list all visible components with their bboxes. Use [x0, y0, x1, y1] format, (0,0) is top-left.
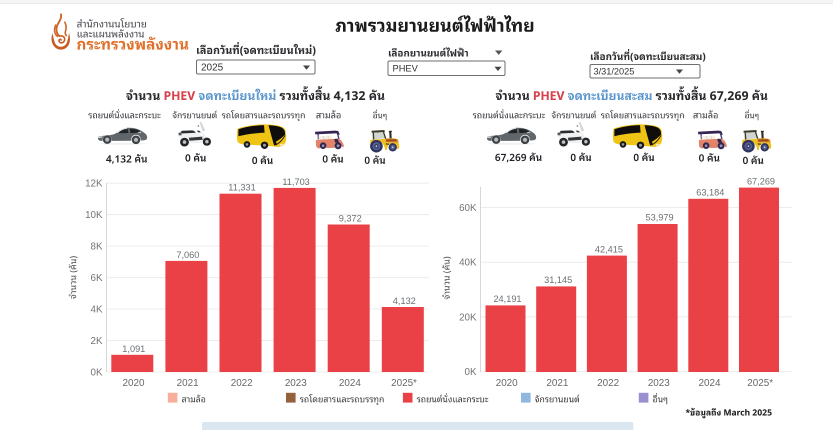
svg-text:4K: 4K [91, 305, 103, 316]
svg-text:11,703: 11,703 [282, 177, 309, 187]
svg-text:3/31/2025: 3/31/2025 [594, 67, 635, 77]
svg-text:2021: 2021 [546, 378, 568, 389]
svg-text:63,184: 63,184 [696, 188, 724, 198]
svg-text:PHEV: PHEV [393, 64, 419, 74]
svg-text:1,091: 1,091 [122, 344, 145, 354]
svg-text:20K: 20K [459, 312, 477, 323]
svg-text:2021: 2021 [177, 378, 199, 389]
svg-text:2020: 2020 [496, 378, 518, 389]
svg-text:11,331: 11,331 [228, 183, 255, 193]
svg-text:53,979: 53,979 [646, 213, 674, 223]
svg-text:42,415: 42,415 [595, 244, 623, 254]
svg-text:2024: 2024 [339, 378, 361, 389]
svg-text:10K: 10K [85, 210, 103, 221]
svg-text:2K: 2K [91, 336, 103, 347]
svg-text:2022: 2022 [597, 378, 619, 389]
svg-text:40K: 40K [459, 258, 477, 269]
svg-text:31,145: 31,145 [544, 275, 572, 285]
svg-text:12K: 12K [85, 179, 103, 190]
svg-text:4,132: 4,132 [393, 296, 416, 306]
svg-text:6K: 6K [91, 273, 103, 284]
svg-text:2025*: 2025* [391, 378, 417, 389]
svg-text:2024: 2024 [699, 378, 721, 389]
svg-text:8K: 8K [91, 242, 103, 253]
svg-text:9,372: 9,372 [339, 214, 362, 224]
svg-text:2023: 2023 [648, 378, 670, 389]
svg-text:2025: 2025 [201, 63, 224, 74]
svg-text:60K: 60K [459, 203, 477, 214]
svg-text:7,060: 7,060 [176, 250, 199, 260]
svg-text:0K: 0K [91, 368, 103, 379]
svg-text:0K: 0K [465, 367, 477, 378]
svg-text:67,269: 67,269 [747, 176, 775, 186]
svg-text:2022: 2022 [231, 378, 253, 389]
svg-text:2023: 2023 [285, 378, 307, 389]
svg-text:2020: 2020 [123, 378, 145, 389]
svg-text:24,191: 24,191 [493, 294, 521, 304]
svg-text:2025*: 2025* [747, 378, 773, 389]
